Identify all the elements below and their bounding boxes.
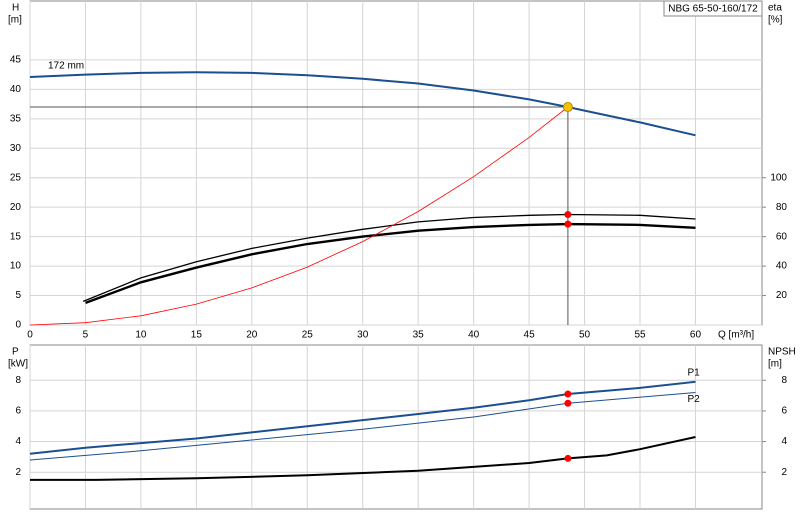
y2-tick-label: 80 bbox=[776, 202, 788, 213]
y-tick-label: 5 bbox=[15, 290, 21, 301]
y2-tick-label: 6 bbox=[781, 406, 787, 417]
y2-tick-label: 100 bbox=[770, 172, 787, 183]
x-tick-label: 55 bbox=[634, 330, 646, 341]
curve bbox=[29, 71, 696, 137]
curve-label: P1 bbox=[687, 367, 700, 378]
plot-frame bbox=[29, 0, 763, 326]
y-tick-label: 45 bbox=[10, 55, 22, 66]
y2-tick-label: 8 bbox=[781, 375, 787, 386]
x-tick-label: 20 bbox=[246, 330, 258, 341]
y2-tick-label: 2 bbox=[781, 467, 787, 478]
curve bbox=[85, 222, 696, 305]
y2-tick-label: 60 bbox=[776, 231, 788, 242]
x-tick-label: 10 bbox=[135, 330, 147, 341]
y-tick-label: 20 bbox=[10, 202, 22, 213]
duty-point bbox=[562, 102, 573, 113]
curve-label: 172 mm bbox=[48, 61, 84, 72]
y2-axis-label: eta bbox=[768, 3, 782, 14]
x-tick-label: 35 bbox=[413, 330, 425, 341]
x-tick-label: 15 bbox=[191, 330, 203, 341]
y2-tick-label: 20 bbox=[776, 290, 788, 301]
x-tick-label: 50 bbox=[579, 330, 591, 341]
y-axis-unit: [kW] bbox=[8, 359, 28, 370]
y-tick-label: 4 bbox=[15, 436, 21, 447]
x-tick-label: 0 bbox=[27, 330, 33, 341]
y-tick-label: 30 bbox=[10, 143, 22, 154]
y-axis-label: H bbox=[12, 3, 19, 14]
curve bbox=[29, 106, 569, 326]
y-tick-label: 6 bbox=[15, 406, 21, 417]
y-tick-label: 8 bbox=[15, 375, 21, 386]
operating-marker bbox=[564, 399, 572, 407]
operating-marker bbox=[564, 220, 572, 228]
x-axis-label: Q [m³/h] bbox=[718, 330, 754, 341]
y-tick-label: 40 bbox=[10, 84, 22, 95]
y2-axis-unit: [m] bbox=[768, 359, 782, 370]
plot-frame bbox=[29, 344, 763, 510]
y-tick-label: 0 bbox=[15, 320, 21, 331]
y-axis-unit: [m] bbox=[8, 15, 22, 26]
x-tick-label: 5 bbox=[83, 330, 89, 341]
y2-tick-label: 40 bbox=[776, 261, 788, 272]
title-box bbox=[663, 0, 763, 17]
y-tick-label: 10 bbox=[10, 261, 22, 272]
chart-title: NBG 65-50-160/172 bbox=[668, 4, 758, 15]
operating-marker bbox=[564, 211, 572, 219]
y2-tick-label: 4 bbox=[781, 436, 787, 447]
y-tick-label: 15 bbox=[10, 231, 22, 242]
y-axis-label: P bbox=[12, 347, 19, 358]
x-tick-label: 25 bbox=[302, 330, 314, 341]
x-tick-label: 60 bbox=[690, 330, 702, 341]
x-tick-label: 40 bbox=[468, 330, 480, 341]
y-tick-label: 25 bbox=[10, 172, 22, 183]
x-tick-label: 45 bbox=[524, 330, 536, 341]
y-tick-label: 2 bbox=[15, 467, 21, 478]
y2-axis-label: NPSH bbox=[768, 347, 796, 358]
y-tick-label: 35 bbox=[10, 113, 22, 124]
y2-axis-unit: [%] bbox=[768, 15, 783, 26]
curve-label: P2 bbox=[687, 394, 700, 405]
operating-marker bbox=[564, 454, 572, 462]
curve bbox=[82, 213, 696, 303]
operating-marker bbox=[564, 390, 572, 398]
curve bbox=[30, 436, 696, 481]
x-tick-label: 30 bbox=[357, 330, 369, 341]
